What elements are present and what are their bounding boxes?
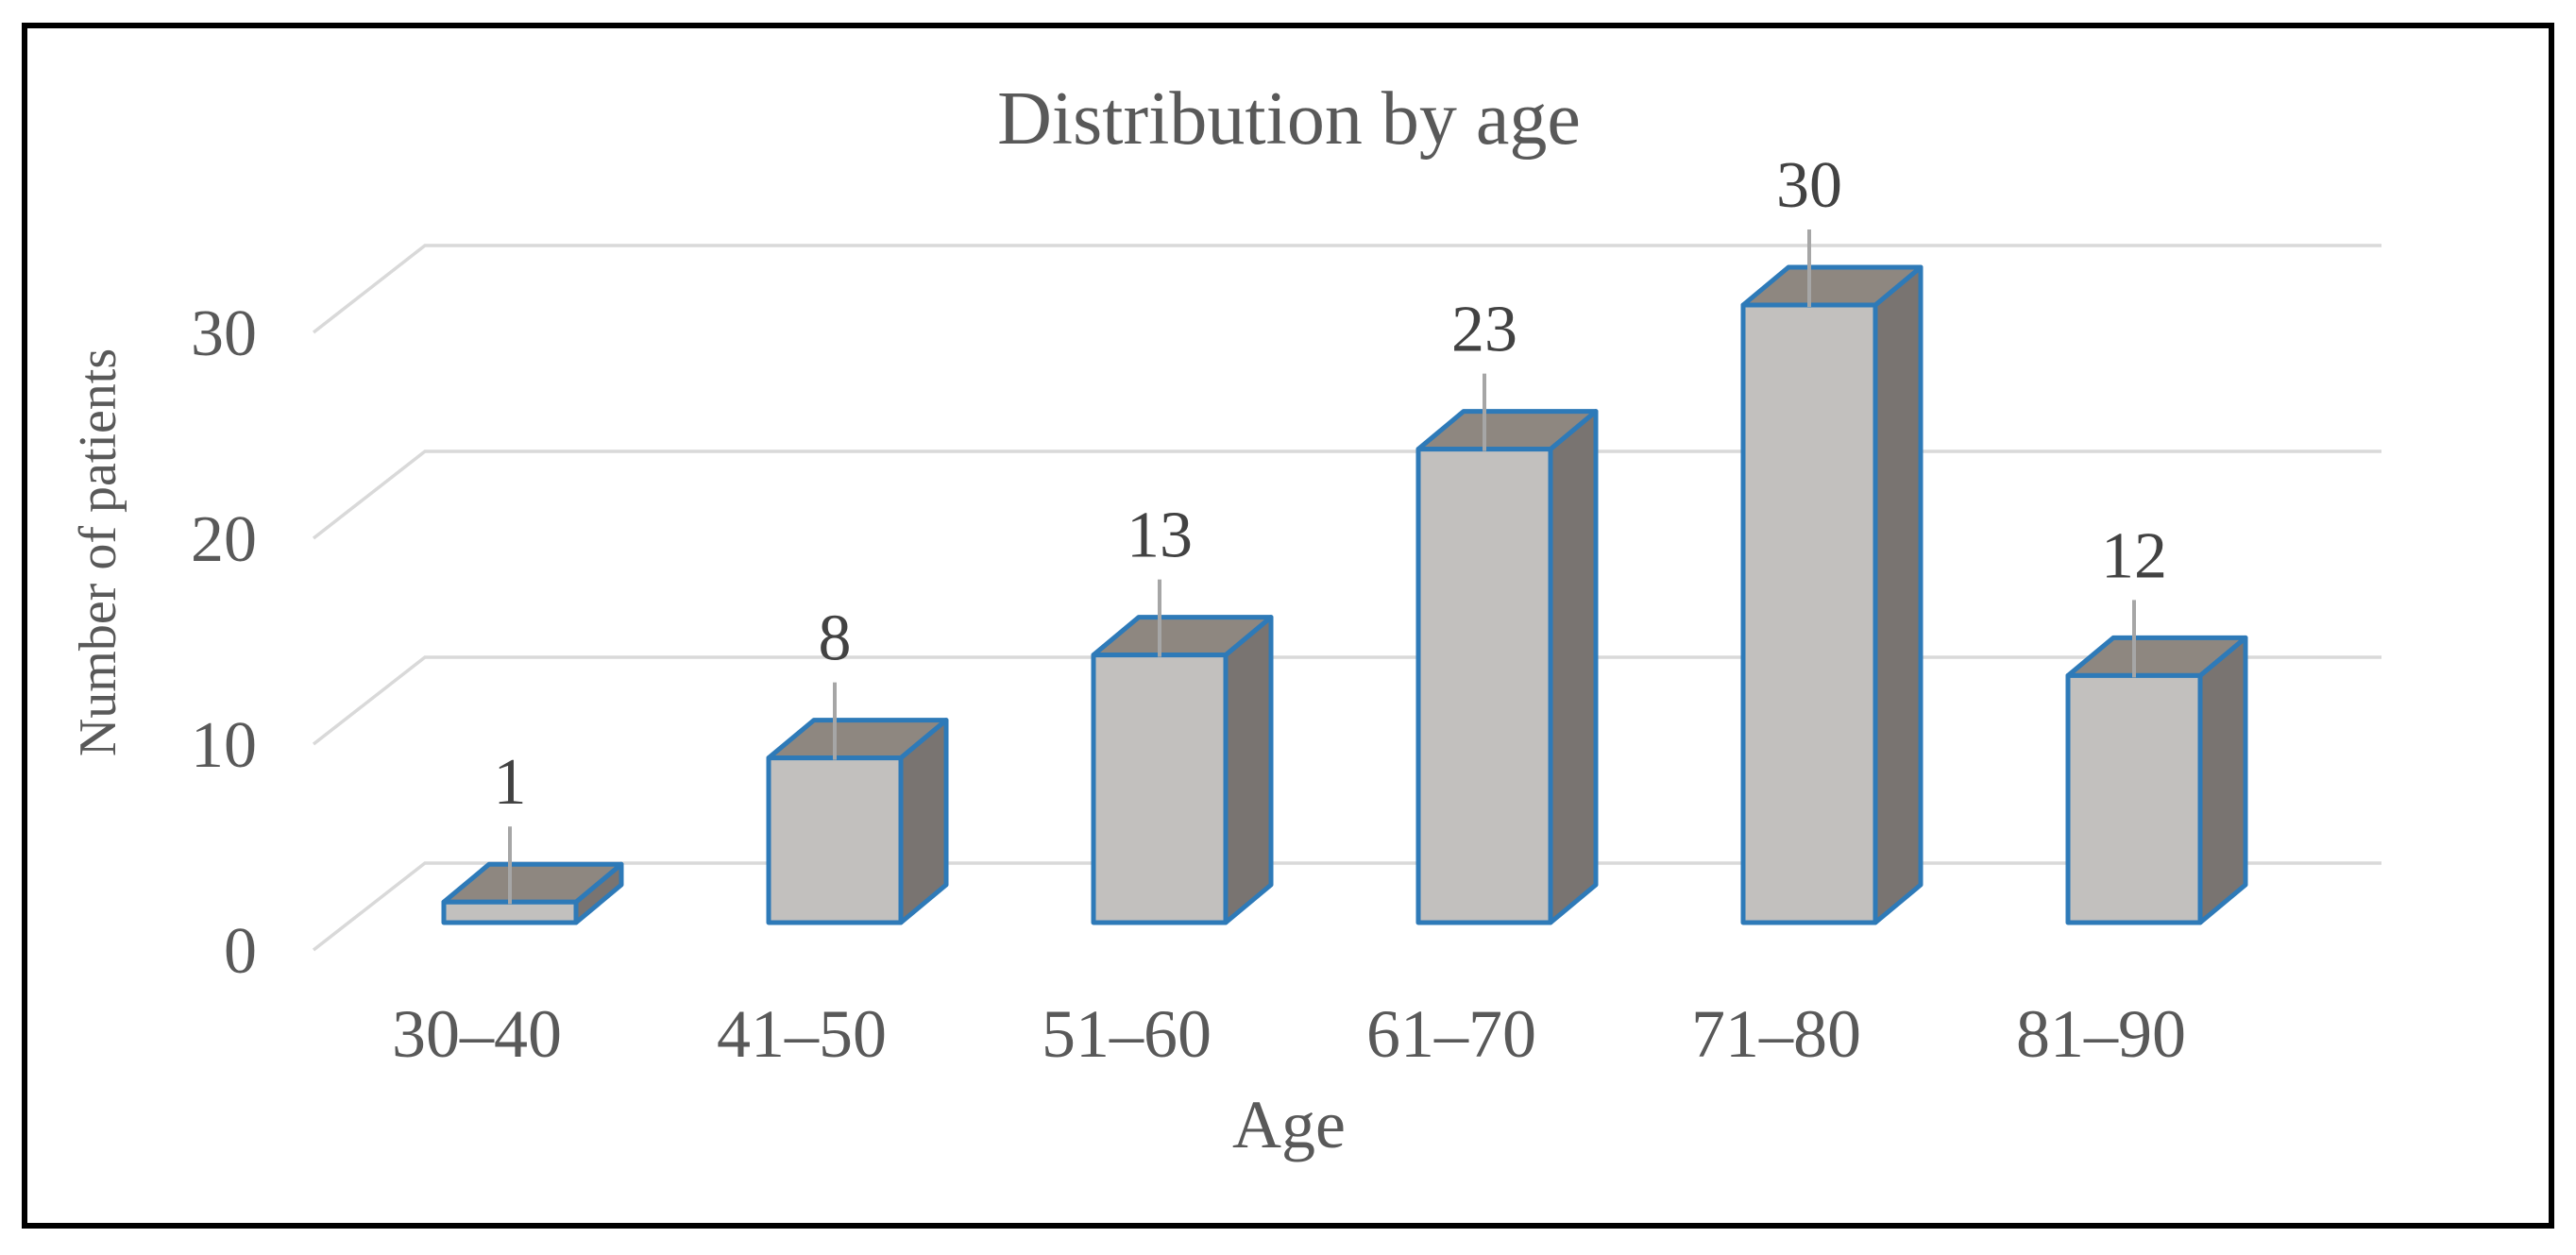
bar-front-face (766, 755, 904, 925)
data-label-81-90: 12 (2101, 519, 2167, 592)
chart-title: Distribution by age (997, 77, 1581, 161)
bar-front-face (1740, 302, 1878, 925)
gridlines-group (312, 244, 2381, 952)
bars-group (441, 264, 2248, 925)
x-axis-title: Age (1232, 1087, 1346, 1162)
bar-side-face (1548, 409, 1599, 925)
bar-side-face (1223, 615, 1274, 925)
x-category-label-51-60: 51–60 (1042, 996, 1212, 1072)
bar-51-60 (1091, 615, 1274, 925)
bar-71-80 (1740, 264, 1924, 925)
x-category-label-81-90: 81–90 (2016, 996, 2186, 1072)
bar-41-50 (766, 718, 949, 925)
x-category-label-71-80: 71–80 (1691, 996, 1861, 1072)
figure-frame-border (22, 23, 2554, 1229)
gridline-20 (312, 449, 2381, 540)
x-category-label-41-50: 41–50 (717, 996, 887, 1072)
x-category-labels-group: 30–40 41–50 51–60 61–70 71–80 81–90 (392, 996, 2186, 1072)
bar-front-face (2065, 672, 2203, 925)
y-tick-label-10: 10 (191, 709, 257, 782)
y-tick-labels-group: 0 10 20 30 (191, 297, 257, 988)
y-axis-title: Number of patients (69, 348, 127, 756)
gridline-30 (312, 244, 2381, 334)
data-label-41-50: 8 (819, 602, 852, 675)
bar-61-70 (1415, 409, 1599, 925)
data-label-71-80: 30 (1776, 149, 1842, 222)
y-tick-label-0: 0 (224, 915, 257, 988)
y-tick-label-30: 30 (191, 297, 257, 370)
bar-front-face (1415, 447, 1553, 925)
bar-30-40 (441, 861, 624, 925)
bar-front-face (441, 899, 579, 925)
bar-side-face (2197, 635, 2248, 925)
bar-front-face (1091, 653, 1229, 925)
data-label-61-70: 23 (1451, 294, 1517, 366)
bar-81-90 (2065, 635, 2248, 925)
data-label-51-60: 13 (1127, 500, 1193, 572)
gridline-0 (312, 861, 2381, 952)
y-tick-label-20: 20 (191, 503, 257, 576)
bar-side-face (1873, 264, 1924, 925)
data-labels-group: 1 8 13 23 30 12 (494, 149, 2168, 819)
gridline-10 (312, 655, 2381, 746)
x-category-label-61-70: 61–70 (1366, 996, 1536, 1072)
leader-lines-group (508, 229, 2136, 905)
data-label-30-40: 1 (494, 746, 527, 819)
x-category-label-30-40: 30–40 (392, 996, 562, 1072)
